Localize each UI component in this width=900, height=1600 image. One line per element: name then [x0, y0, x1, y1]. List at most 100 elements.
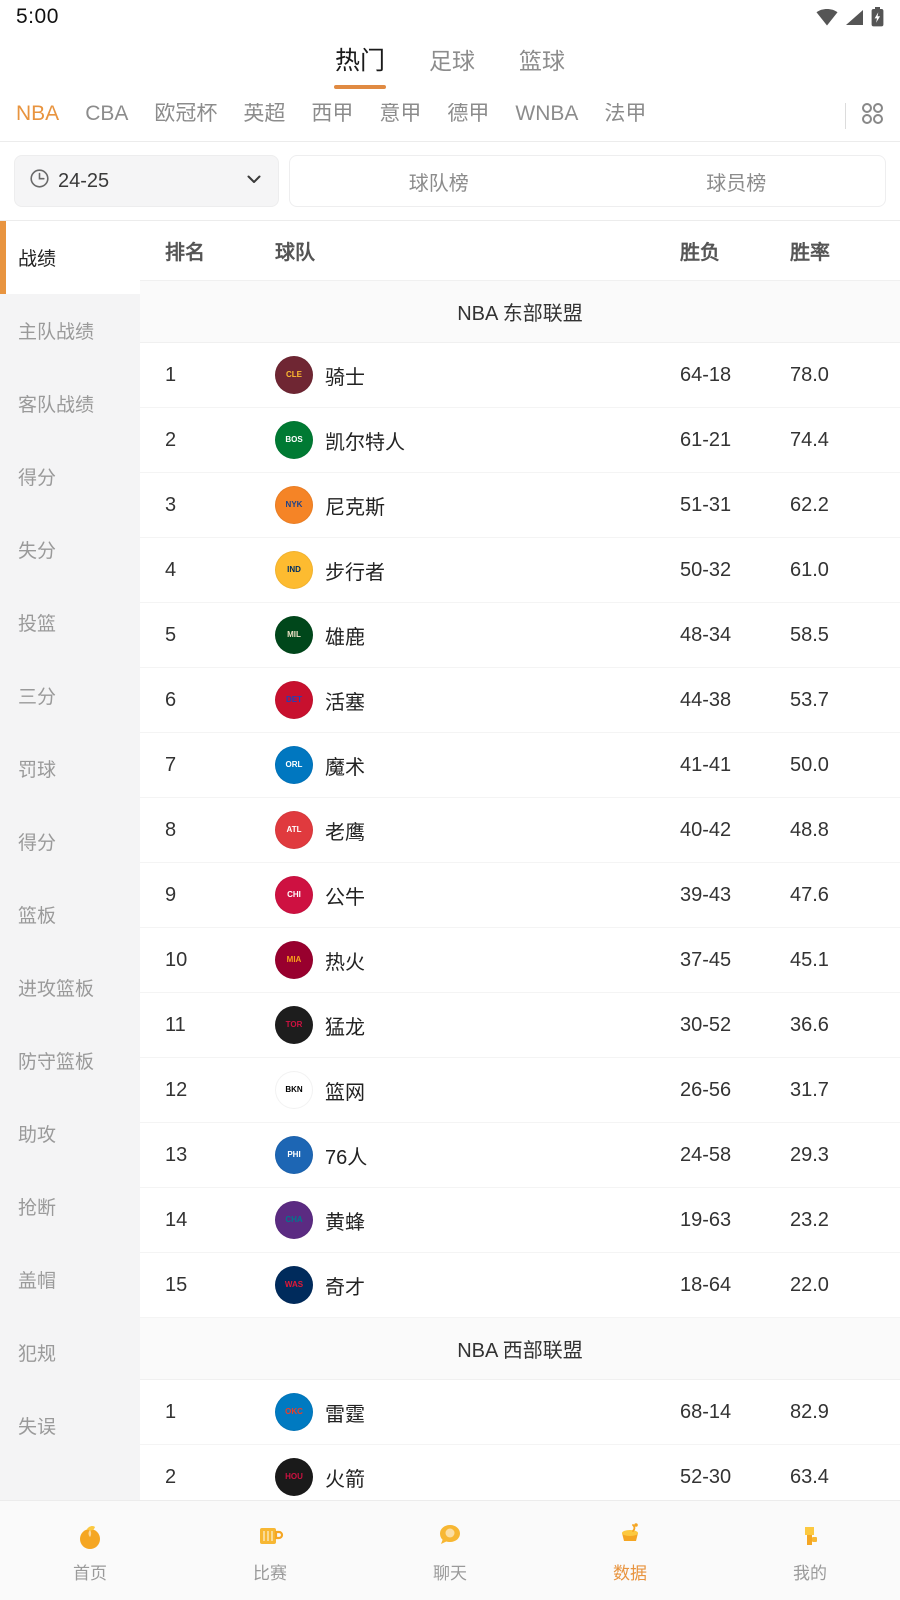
stat-category-sidebar[interactable]: 战绩 主队战绩 客队战绩 得分 失分 投篮 三分 罚球 得分 篮板 进攻篮板 防… [0, 221, 140, 1500]
cell-record: 68-14 [680, 1400, 732, 1423]
table-row[interactable]: 15 WAS 奇才 18-64 22.0 [140, 1253, 900, 1318]
team-name: 凯尔特人 [325, 431, 405, 454]
cell-rank: 8 [165, 818, 177, 841]
cell-record: 37-45 [680, 948, 732, 971]
sidebar-item-home-record[interactable]: 主队战绩 [18, 322, 95, 343]
cell-team: CHA 黄蜂 [275, 1201, 680, 1239]
cell-win-pct: 82.9 [790, 1400, 829, 1423]
sidebar-item-rebounds[interactable]: 篮板 [18, 906, 57, 927]
table-row[interactable]: 5 MIL 雄鹿 48-34 58.5 [140, 603, 900, 668]
cell-record: 52-30 [680, 1465, 732, 1488]
sidebar-item-scoring[interactable]: 得分 [18, 833, 57, 854]
table-row[interactable]: 2 BOS 凯尔特人 61-21 74.4 [140, 408, 900, 473]
raptors-logo: TOR [275, 1006, 313, 1044]
cell-record: 51-31 [680, 493, 732, 516]
status-time: 5:00 [16, 5, 59, 28]
cell-record: 44-38 [680, 688, 732, 711]
cell-rank: 11 [165, 1013, 186, 1036]
sidebar-item-defensive-rebounds[interactable]: 防守篮板 [18, 1052, 95, 1073]
cell-rank: 10 [165, 948, 188, 971]
cell-record: 61-21 [680, 428, 732, 451]
league-tab-seriea[interactable]: 意甲 [379, 103, 422, 125]
divider [845, 102, 846, 129]
cell-record: 48-34 [680, 623, 732, 646]
sidebar-item-offensive-rebounds[interactable]: 进攻篮板 [18, 979, 95, 1000]
league-tab-bundesliga[interactable]: 德甲 [447, 103, 490, 125]
ranking-type-segmented: 球队榜 球员榜 [289, 155, 886, 207]
top-tabs: 热门 足球 篮球 [0, 34, 900, 90]
sidebar-item-free-throws[interactable]: 罚球 [18, 760, 57, 781]
league-tab-ligue1[interactable]: 法甲 [604, 103, 647, 125]
cell-record: 26-56 [680, 1078, 732, 1101]
tab-basketball[interactable]: 篮球 [519, 47, 565, 74]
all-leagues-button[interactable] [845, 90, 900, 141]
table-row[interactable]: 11 TOR 猛龙 30-52 36.6 [140, 993, 900, 1058]
table-row[interactable]: 7 ORL 魔术 41-41 50.0 [140, 733, 900, 798]
nav-item-profile[interactable]: 我的 [720, 1518, 900, 1584]
league-tab-cba[interactable]: CBA [85, 103, 129, 125]
season-value: 24-25 [58, 169, 110, 192]
league-tab-wnba[interactable]: WNBA [515, 103, 579, 125]
table-row[interactable]: 13 PHI 76人 24-58 29.3 [140, 1123, 900, 1188]
segment-team-ranking[interactable]: 球队榜 [408, 172, 469, 195]
tab-football[interactable]: 足球 [429, 47, 475, 74]
grid-apps-icon[interactable] [858, 99, 886, 132]
tab-hot[interactable]: 热门 [334, 46, 385, 75]
nav-item-data[interactable]: 数据 [540, 1518, 720, 1584]
table-row[interactable]: 4 IND 步行者 50-32 61.0 [140, 538, 900, 603]
cell-record: 19-63 [680, 1208, 732, 1231]
nav-item-home[interactable]: 首页 [0, 1518, 180, 1584]
table-row[interactable]: 10 MIA 热火 37-45 45.1 [140, 928, 900, 993]
column-header-rank: 排名 [165, 242, 205, 264]
cell-team: OKC 雷霆 [275, 1393, 680, 1431]
nav-item-matches[interactable]: 比赛 [180, 1518, 360, 1584]
hornets-logo: CHA [275, 1201, 313, 1239]
sidebar-item-fouls[interactable]: 犯规 [18, 1344, 57, 1365]
nav-label-profile: 我的 [793, 1563, 827, 1583]
table-row[interactable]: 1 OKC 雷霆 68-14 82.9 [140, 1380, 900, 1445]
sidebar-item-steals[interactable]: 抢断 [18, 1198, 57, 1219]
sidebar-item-points[interactable]: 得分 [18, 468, 57, 489]
segment-player-ranking[interactable]: 球员榜 [706, 172, 767, 195]
sidebar-item-assists[interactable]: 助攻 [18, 1125, 57, 1146]
league-tab-ucl[interactable]: 欧冠杯 [154, 103, 218, 125]
league-tab-nba[interactable]: NBA [16, 103, 59, 128]
magic-logo: ORL [275, 746, 313, 784]
table-row[interactable]: 14 CHA 黄蜂 19-63 23.2 [140, 1188, 900, 1253]
sidebar-item-record[interactable]: 战绩 [0, 221, 140, 294]
table-row[interactable]: 1 CLE 骑士 64-18 78.0 [140, 343, 900, 408]
cell-win-pct: 23.2 [790, 1208, 829, 1231]
data-icon [613, 1518, 647, 1552]
filter-row: 24-25 球队榜 球员榜 [0, 142, 900, 220]
nav-item-chat[interactable]: 聊天 [360, 1518, 540, 1584]
chevron-down-icon[interactable] [244, 169, 264, 194]
league-tab-laliga[interactable]: 西甲 [311, 103, 354, 125]
sidebar-item-points-allowed[interactable]: 失分 [18, 541, 57, 562]
team-name: 雄鹿 [325, 626, 365, 649]
sidebar-item-turnovers[interactable]: 失误 [18, 1417, 57, 1438]
column-header-winpct: 胜率 [790, 242, 830, 264]
table-row[interactable]: 8 ATL 老鹰 40-42 48.8 [140, 798, 900, 863]
league-tab-epl[interactable]: 英超 [243, 103, 286, 125]
sidebar-item-three-pointers[interactable]: 三分 [18, 687, 57, 708]
cell-team: ATL 老鹰 [275, 811, 680, 849]
table-row[interactable]: 12 BKN 篮网 26-56 31.7 [140, 1058, 900, 1123]
league-tab-scroller[interactable]: NBA CBA 欧冠杯 英超 西甲 意甲 德甲 WNBA 法甲 [0, 103, 845, 128]
team-name: 步行者 [325, 561, 385, 584]
table-row[interactable]: 3 NYK 尼克斯 51-31 62.2 [140, 473, 900, 538]
cell-team: HOU 火箭 [275, 1458, 680, 1496]
sidebar-item-away-record[interactable]: 客队战绩 [18, 395, 95, 416]
team-name: 奇才 [325, 1276, 365, 1299]
season-selector[interactable]: 24-25 [14, 155, 279, 207]
table-row[interactable]: 2 HOU 火箭 52-30 63.4 [140, 1445, 900, 1500]
cell-team: TOR 猛龙 [275, 1006, 680, 1044]
cell-record: 39-43 [680, 883, 732, 906]
cell-team: WAS 奇才 [275, 1266, 680, 1304]
table-row[interactable]: 6 DET 活塞 44-38 53.7 [140, 668, 900, 733]
sidebar-item-blocks[interactable]: 盖帽 [18, 1271, 57, 1292]
sidebar-item-field-goals[interactable]: 投篮 [18, 614, 57, 635]
nav-label-home: 首页 [73, 1563, 107, 1583]
cell-team: MIL 雄鹿 [275, 616, 680, 654]
table-row[interactable]: 9 CHI 公牛 39-43 47.6 [140, 863, 900, 928]
